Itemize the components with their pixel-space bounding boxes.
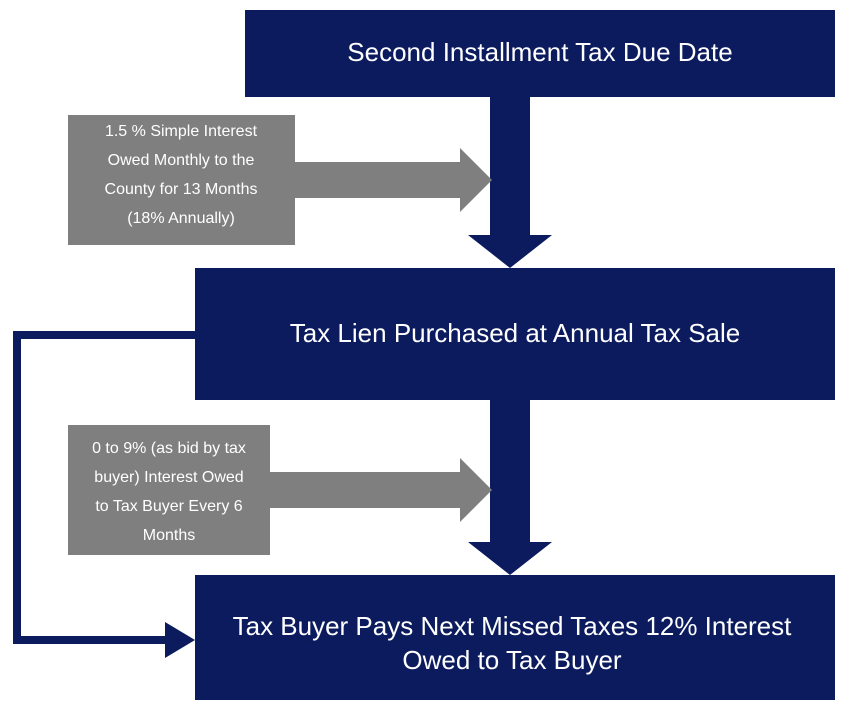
- note-label: County for 13 Months: [105, 181, 258, 198]
- note-label: Owed Monthly to the: [108, 152, 255, 169]
- note-label: 0 to 9% (as bid by tax: [92, 440, 246, 457]
- node-label: Second Installment Tax Due Date: [347, 37, 732, 67]
- note-label: 1.5 % Simple Interest: [105, 123, 258, 140]
- note-label: Months: [143, 527, 195, 544]
- node-label: Tax Buyer Pays Next Missed Taxes 12% Int…: [233, 611, 793, 641]
- note-box: [68, 425, 270, 555]
- node-box: [245, 10, 835, 97]
- down-arrow: [468, 97, 552, 268]
- note-arrow: [295, 148, 492, 212]
- note-label: buyer) Interest Owed: [94, 469, 243, 486]
- node-label: Owed to Tax Buyer: [402, 645, 622, 675]
- note-arrow: [270, 458, 492, 522]
- connector-head: [165, 622, 195, 658]
- connector: [13, 331, 195, 644]
- down-arrow: [468, 400, 552, 575]
- note-label: (18% Annually): [127, 210, 235, 227]
- note-box: [68, 115, 295, 245]
- node-box: [195, 575, 835, 700]
- node-box: [195, 268, 835, 400]
- node-label: Tax Lien Purchased at Annual Tax Sale: [290, 318, 741, 348]
- note-label: to Tax Buyer Every 6: [95, 498, 242, 515]
